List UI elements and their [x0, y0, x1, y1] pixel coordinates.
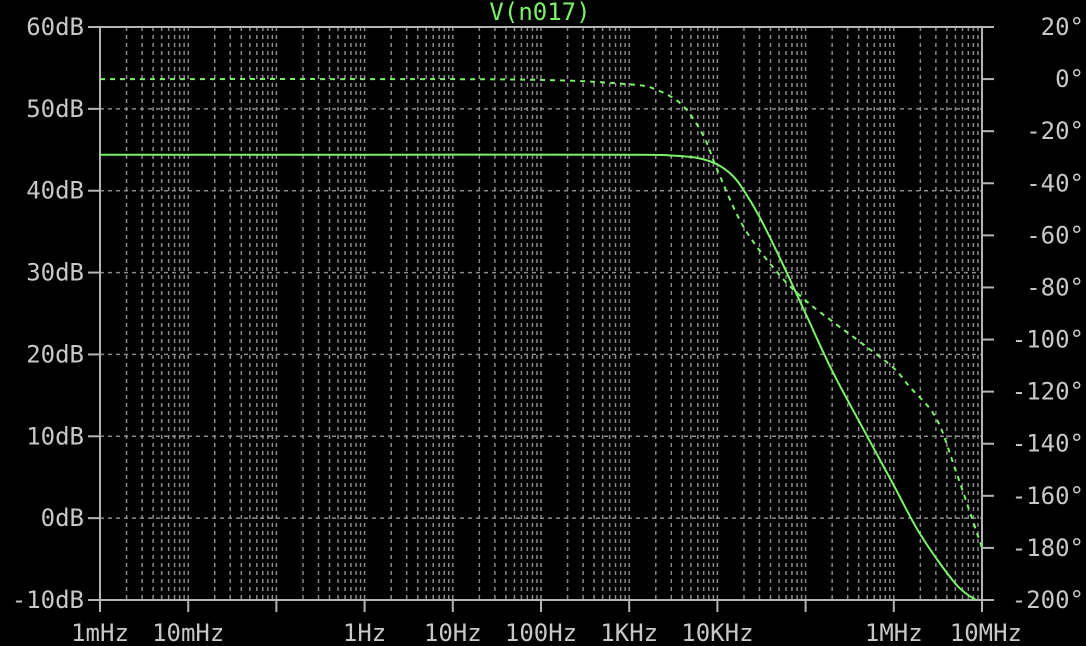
y-right-tick-label: -80° — [1026, 273, 1084, 301]
y-right-axis-tick-labels: 20° 0° -20° -40° -60° -80° -100° -120° -140° -160… — [1012, 13, 1084, 614]
x-tick-label: 1mHz — [71, 619, 129, 646]
x-tick-label: 10KHz — [681, 619, 753, 646]
x-tick-label: 1KHz — [600, 619, 658, 646]
y-left-axis-tick-labels: 60dB 50dB 40dB 30dB 20dB 10dB 0dB -10dB — [12, 13, 84, 614]
y-left-tick-label: 20dB — [26, 340, 84, 368]
chart-title: V(n017) — [489, 0, 590, 26]
magnitude-trace — [99, 153, 977, 601]
y-left-tick-label: 60dB — [26, 13, 84, 41]
y-right-tick-label: -20° — [1026, 117, 1084, 145]
y-right-tick-label: 20° — [1041, 13, 1084, 41]
y-left-tick-label: 50dB — [26, 95, 84, 123]
y-right-tick-label: -160° — [1012, 482, 1084, 510]
y-right-tick-label: -200° — [1012, 586, 1084, 614]
y-right-tick-label: 0° — [1055, 65, 1084, 93]
y-right-tick-label: -120° — [1012, 378, 1084, 406]
y-right-tick-label: -40° — [1026, 169, 1084, 197]
tick-marks — [88, 26, 994, 612]
x-tick-label: 10mHz — [152, 619, 224, 646]
y-right-tick-label: -180° — [1012, 534, 1084, 562]
y-right-tick-label: -140° — [1012, 430, 1084, 458]
y-right-tick-label: -100° — [1012, 326, 1084, 354]
plot-frame — [99, 26, 983, 601]
y-right-tick-label: -60° — [1026, 221, 1084, 249]
x-tick-label: 100Hz — [505, 619, 577, 646]
y-left-tick-label: -10dB — [12, 586, 84, 614]
grid — [100, 27, 982, 600]
x-tick-label: 1Hz — [343, 619, 386, 646]
series-layer — [99, 78, 983, 601]
x-axis-tick-labels: 1mHz 10mHz 1Hz 10Hz 100Hz 1KHz 10KHz 1MHz 10MHz — [71, 619, 1022, 646]
y-left-tick-label: 10dB — [26, 422, 84, 450]
x-tick-label: 1MHz — [865, 619, 923, 646]
x-tick-label: 10MHz — [950, 619, 1022, 646]
y-left-tick-label: 0dB — [41, 504, 84, 532]
phase-trace — [99, 78, 983, 549]
y-left-tick-label: 40dB — [26, 177, 84, 205]
plot-border — [99, 26, 983, 601]
y-left-tick-label: 30dB — [26, 259, 84, 287]
x-tick-label: 10Hz — [424, 619, 482, 646]
